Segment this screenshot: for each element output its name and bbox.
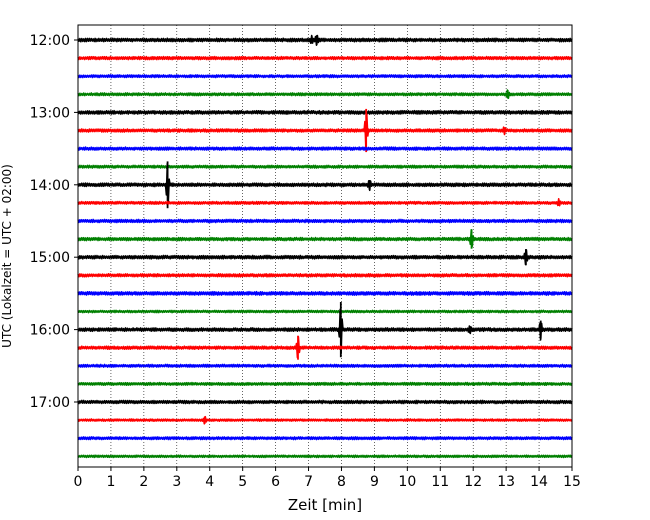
- x-tick-label: 11: [431, 474, 449, 490]
- trace-row: [77, 381, 573, 386]
- x-tick-label: 5: [238, 474, 247, 490]
- y-axis-label: UTC (Lokalzeit = UTC + 02:00): [0, 164, 14, 348]
- x-tick-label: 3: [172, 474, 181, 490]
- y-tick-label: 14:00: [30, 178, 70, 194]
- trace-row: [77, 55, 573, 61]
- y-tick-label: 15:00: [30, 250, 70, 266]
- trace-row: [77, 162, 573, 203]
- trace-row: [77, 336, 573, 359]
- trace-row: [77, 113, 573, 151]
- trace-row: [77, 198, 573, 207]
- x-axis-ticks: 0 1 2 3 4 5 6 7 8 9 10 11 12 13 14 15: [74, 467, 581, 490]
- trace-row: [77, 399, 573, 405]
- trace-row: [77, 363, 573, 368]
- trace-row: [77, 146, 573, 151]
- trace-row: [77, 229, 573, 247]
- y-tick-label: 13:00: [30, 105, 70, 121]
- y-tick-label: 12:00: [30, 33, 70, 49]
- trace-row: [77, 109, 573, 115]
- x-tick-label: 14: [530, 474, 548, 490]
- trace-row: [77, 34, 573, 46]
- x-tick-label: 0: [74, 474, 83, 490]
- x-axis-label: Zeit [min]: [288, 496, 362, 514]
- trace-row: [77, 290, 573, 296]
- plot-frame: [77, 24, 573, 468]
- trace-row: [77, 436, 573, 441]
- x-tick-label: 8: [337, 474, 346, 490]
- x-tick-label: 9: [370, 474, 379, 490]
- x-tick-label: 1: [106, 474, 115, 490]
- trace-row: [77, 218, 573, 224]
- trace-row: [77, 89, 573, 99]
- trace-row: [77, 308, 573, 355]
- y-axis-ticks: 12:00 13:00 14:00 15:00 16:00 17:00: [30, 33, 78, 411]
- x-tick-label: 13: [497, 474, 515, 490]
- trace-row: [77, 164, 573, 169]
- trace-row: [77, 454, 573, 459]
- trace-row: [77, 309, 573, 314]
- x-tick-label: 4: [205, 474, 214, 490]
- x-tick-label: 7: [304, 474, 313, 490]
- x-tick-label: 2: [139, 474, 148, 490]
- x-tick-label: 6: [271, 474, 280, 490]
- y-tick-label: 17:00: [30, 395, 70, 411]
- x-tick-label: 15: [563, 474, 581, 490]
- trace-row: [77, 273, 573, 278]
- seismogram-traces: [77, 34, 573, 459]
- x-tick-label: 12: [464, 474, 482, 490]
- trace-row: [77, 74, 573, 79]
- y-tick-label: 16:00: [30, 323, 70, 339]
- x-tick-label: 10: [398, 474, 416, 490]
- trace-row: [77, 415, 573, 425]
- trace-row: [77, 249, 573, 266]
